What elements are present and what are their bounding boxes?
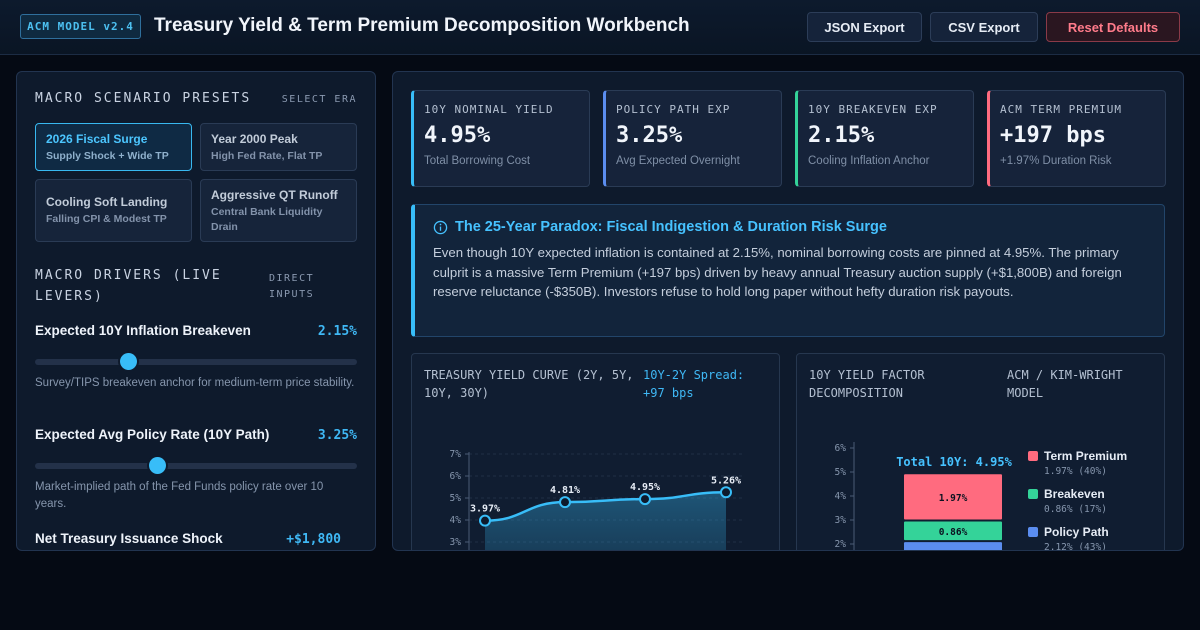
decomposition-card: 10Y YIELD FACTOR DECOMPOSITION ACM / KIM… bbox=[796, 353, 1165, 551]
data-label: 3.97% bbox=[470, 504, 500, 515]
decomposition-title: 10Y YIELD FACTOR DECOMPOSITION bbox=[809, 368, 925, 400]
yield-curve-chart: 2%3%4%5%6%7%3.97%4.81% 4.95%5.26% bbox=[450, 449, 742, 550]
bar-segment-breakeven bbox=[904, 521, 1002, 541]
kpi-card-nominal-yield: 10Y NOMINAL YIELD 4.95% Total Borrowing … bbox=[411, 90, 590, 187]
yield-curve-card: TREASURY YIELD CURVE (2Y, 5Y, 10Y, 30Y) … bbox=[411, 353, 780, 550]
kpi-label: ACM TERM PREMIUM bbox=[1000, 103, 1122, 116]
csv-export-button[interactable]: CSV Export bbox=[930, 12, 1038, 42]
presets-hint: SELECT ERA bbox=[281, 94, 357, 105]
bar-segment-policy-path bbox=[904, 542, 1002, 550]
kpi-value: 4.95% bbox=[424, 123, 491, 148]
y-tick-label: 3% bbox=[450, 537, 462, 548]
preset-year-2000-peak[interactable]: Year 2000 Peak High Fed Rate, Flat TP bbox=[200, 123, 357, 171]
presets-title: MACRO SCENARIO PRESETS bbox=[35, 91, 252, 106]
kpi-value: +197 bps bbox=[1000, 123, 1106, 148]
app-title: Treasury Yield & Term Premium Decomposit… bbox=[154, 15, 690, 36]
driver-label-issuance: Net Treasury Issuance Shock bbox=[35, 531, 223, 546]
y-tick-label: 4% bbox=[835, 491, 847, 502]
kpi-subtitle: Avg Expected Overnight bbox=[616, 155, 740, 167]
data-label: 4.95% bbox=[630, 482, 660, 493]
results-panel: 10Y NOMINAL YIELD 4.95% Total Borrowing … bbox=[392, 71, 1184, 551]
preset-subtitle: Falling CPI & Modest TP bbox=[46, 213, 167, 225]
driver-value-breakeven: 2.15% bbox=[317, 324, 357, 339]
kpi-value: 3.25% bbox=[616, 123, 683, 148]
model-label: ACM / KIM-WRIGHT MODEL bbox=[1007, 368, 1123, 400]
driver-value-issuance: +$1,800 bbox=[286, 532, 341, 547]
driver-label-policy-rate: Expected Avg Policy Rate (10Y Path) bbox=[35, 427, 270, 442]
curve-line bbox=[484, 491, 727, 522]
y-tick-label: 6% bbox=[450, 471, 462, 482]
legend-name: Breakeven bbox=[1044, 487, 1105, 501]
legend-name: Policy Path bbox=[1044, 525, 1109, 539]
preset-title: Aggressive QT Runoff bbox=[211, 188, 338, 202]
kpi-card-term-premium: ACM TERM PREMIUM +197 bps +1.97% Duratio… bbox=[987, 90, 1166, 187]
driver-value-policy-rate: 3.25% bbox=[317, 428, 357, 443]
app-header: ACM MODEL v2.4 Treasury Yield & Term Pre… bbox=[0, 0, 1200, 55]
slider-thumb[interactable] bbox=[149, 457, 167, 474]
legend-swatch bbox=[1028, 489, 1038, 499]
y-tick-label: 5% bbox=[450, 493, 462, 504]
preset-subtitle: Central Bank Liquidity Drain bbox=[211, 206, 323, 233]
kpi-label: 10Y BREAKEVEN EXP bbox=[808, 103, 938, 116]
data-label: 4.81% bbox=[550, 485, 580, 496]
decomposition-chart: 2% 3% 4% 5% 6% Total 10Y: 4.95% 0.86% 1.97% bbox=[835, 442, 1013, 550]
info-icon bbox=[433, 220, 448, 234]
y-tick-label: 2% bbox=[835, 539, 847, 550]
y-tick-label: 5% bbox=[835, 467, 847, 478]
breakeven-slider[interactable] bbox=[35, 353, 357, 370]
y-tick-label: 4% bbox=[450, 515, 462, 526]
legend-value: 2.12% (43%) bbox=[1044, 542, 1107, 551]
preset-2026-fiscal-surge[interactable]: 2026 Fiscal Surge Supply Shock + Wide TP bbox=[35, 123, 192, 171]
reset-defaults-button[interactable]: Reset Defaults bbox=[1046, 12, 1180, 42]
bar-total-label: Total 10Y: 4.95% bbox=[896, 455, 1012, 469]
curve-area bbox=[485, 492, 726, 550]
bar-segment-label: 0.86% bbox=[939, 527, 968, 538]
model-badge: ACM MODEL v2.4 bbox=[20, 14, 141, 39]
kpi-card-policy-path: POLICY PATH EXP 3.25% Avg Expected Overn… bbox=[603, 90, 782, 187]
kpi-subtitle: +1.97% Duration Risk bbox=[1000, 155, 1112, 167]
kpi-label: 10Y NOMINAL YIELD bbox=[424, 103, 554, 116]
yield-curve-title: TREASURY YIELD CURVE (2Y, 5Y, 10Y, 30Y) bbox=[424, 368, 634, 400]
slider-thumb[interactable] bbox=[120, 353, 138, 370]
driver-label-breakeven: Expected 10Y Inflation Breakeven bbox=[35, 323, 251, 338]
drivers-title: MACRO DRIVERS (LIVE LEVERS) bbox=[35, 268, 222, 304]
bar-segment-label: 1.97% bbox=[939, 493, 968, 504]
insight-body: Even though 10Y expected inflation is co… bbox=[433, 245, 1122, 299]
y-tick-label: 6% bbox=[835, 443, 847, 454]
drivers-hint: DIRECT INPUTS bbox=[269, 273, 315, 300]
driver-desc-policy-rate: Market-implied path of the Fed Funds pol… bbox=[35, 481, 324, 510]
kpi-label: POLICY PATH EXP bbox=[616, 103, 731, 116]
y-tick-label: 7% bbox=[450, 449, 462, 460]
preset-subtitle: High Fed Rate, Flat TP bbox=[211, 150, 323, 162]
controls-panel: MACRO SCENARIO PRESETS SELECT ERA 2026 F… bbox=[16, 71, 376, 551]
policy-rate-slider[interactable] bbox=[35, 457, 357, 474]
preset-title: Year 2000 Peak bbox=[211, 132, 298, 146]
legend-value: 1.97% (40%) bbox=[1044, 466, 1107, 477]
curve-point-10Y bbox=[639, 493, 651, 506]
json-export-button[interactable]: JSON Export bbox=[807, 12, 922, 42]
preset-aggressive-qt-runoff[interactable]: Aggressive QT Runoff Central Bank Liquid… bbox=[200, 179, 357, 242]
curve-point-2Y bbox=[479, 514, 491, 527]
kpi-subtitle: Cooling Inflation Anchor bbox=[808, 155, 930, 167]
kpi-subtitle: Total Borrowing Cost bbox=[424, 155, 531, 167]
spread-label: 10Y-2Y Spread: +97 bps bbox=[643, 368, 745, 400]
preset-subtitle: Supply Shock + Wide TP bbox=[46, 150, 169, 162]
data-label: 5.26% bbox=[711, 475, 741, 486]
y-tick-label: 3% bbox=[835, 515, 847, 526]
bar-segment-term-premium bbox=[904, 474, 1002, 520]
insight-callout: The 25-Year Paradox: Fiscal Indigestion … bbox=[411, 204, 1165, 337]
legend-value: 0.86% (17%) bbox=[1044, 504, 1107, 515]
preset-cooling-soft-landing[interactable]: Cooling Soft Landing Falling CPI & Modes… bbox=[35, 179, 192, 242]
curve-point-5Y bbox=[559, 496, 571, 509]
curve-point-30Y bbox=[720, 486, 732, 499]
preset-title: Cooling Soft Landing bbox=[46, 195, 168, 209]
preset-title: 2026 Fiscal Surge bbox=[46, 132, 148, 146]
legend-swatch bbox=[1028, 451, 1038, 461]
kpi-card-breakeven: 10Y BREAKEVEN EXP 2.15% Cooling Inflatio… bbox=[795, 90, 974, 187]
legend-swatch bbox=[1028, 527, 1038, 537]
insight-title: The 25-Year Paradox: Fiscal Indigestion … bbox=[455, 219, 887, 235]
legend-name: Term Premium bbox=[1044, 449, 1128, 463]
kpi-value: 2.15% bbox=[808, 123, 875, 148]
driver-desc-breakeven: Survey/TIPS breakeven anchor for medium-… bbox=[35, 377, 355, 389]
